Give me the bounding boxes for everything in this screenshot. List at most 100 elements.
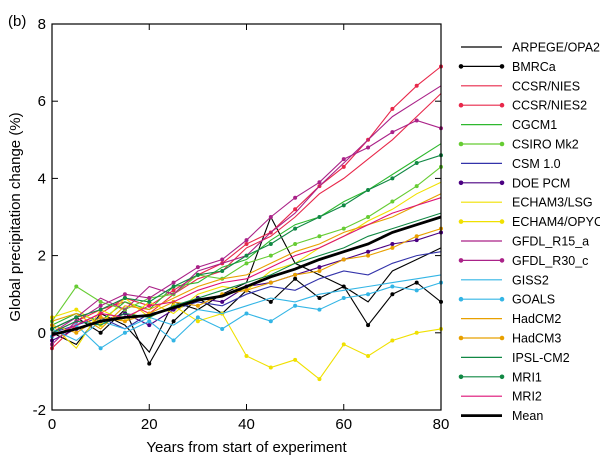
series-point <box>390 130 395 135</box>
series-point <box>341 203 346 208</box>
series-point <box>414 83 419 88</box>
y-tick-label: 6 <box>38 93 46 110</box>
series-point <box>74 284 79 289</box>
legend-label: ARPEGE/OPA2 <box>512 41 600 55</box>
series-point <box>414 234 419 239</box>
legend-label: CGCM1 <box>512 118 557 132</box>
legend-label: GOALS <box>512 293 555 307</box>
y-axis: -2 0 2 4 6 8 <box>33 16 441 419</box>
legend-label: HadCM2 <box>512 312 561 326</box>
y-tick-label: 0 <box>38 325 46 342</box>
series-line-9 <box>51 297 442 380</box>
legend-label: CSM 1.0 <box>512 157 561 171</box>
series-point <box>390 176 395 181</box>
series-point <box>293 242 298 247</box>
y-axis-title: Global precipitation change (%) <box>7 112 24 321</box>
series-point <box>195 303 200 308</box>
legend-label: ECHAM3/LSG <box>512 196 593 210</box>
series-line-10 <box>51 85 442 334</box>
series-point <box>147 323 152 328</box>
legend-marker <box>458 374 464 380</box>
x-tick-label: 60 <box>335 416 352 433</box>
legend-label: GFDL_R15_a <box>512 235 589 249</box>
series-point <box>317 180 322 185</box>
series-point <box>293 303 298 308</box>
legend-label: IPSL-CM2 <box>512 351 570 365</box>
panel-label: (b) <box>8 13 26 30</box>
legend-marker <box>458 296 464 302</box>
series-point <box>317 265 322 270</box>
x-tick-label: 0 <box>48 416 56 433</box>
series-point <box>341 157 346 162</box>
series-point <box>293 276 298 281</box>
legend-label: GISS2 <box>512 273 549 287</box>
series-point <box>366 253 371 258</box>
legend-label: CCSR/NIES2 <box>512 99 587 113</box>
series-point <box>244 261 249 266</box>
series-point <box>317 215 322 219</box>
legend-marker <box>458 64 464 69</box>
series-point <box>244 238 249 243</box>
legend-marker <box>499 180 505 186</box>
series-point <box>98 315 103 320</box>
legend-marker <box>499 374 505 380</box>
series-point <box>414 184 419 189</box>
series-point <box>390 284 395 289</box>
series-point <box>341 164 346 169</box>
series-point <box>98 307 103 312</box>
series-line-11 <box>51 119 442 345</box>
legend-label: BMRCa <box>512 60 556 74</box>
series-point <box>414 160 419 165</box>
series-point <box>122 330 127 335</box>
series-point <box>147 296 152 301</box>
series-point <box>366 215 371 219</box>
series-point <box>220 326 225 331</box>
series-point <box>171 284 176 289</box>
plot-frame <box>51 23 442 411</box>
series-point <box>244 311 249 316</box>
series-point <box>341 257 346 262</box>
legend-marker <box>499 335 505 341</box>
series-line-12 <box>51 274 442 342</box>
series-point <box>341 296 346 301</box>
series-point <box>390 199 395 204</box>
series-point <box>244 288 249 293</box>
series-line-mean <box>51 215 442 337</box>
series-point <box>366 249 371 254</box>
series-point <box>195 272 200 277</box>
series-point <box>98 346 103 351</box>
series-point <box>414 238 419 243</box>
series-point <box>171 288 176 293</box>
series-point <box>220 269 225 274</box>
legend-marker <box>458 141 464 147</box>
series-point <box>317 234 322 239</box>
series-point <box>122 292 127 297</box>
legend-marker <box>499 141 505 147</box>
series-point <box>268 319 273 324</box>
series-point <box>74 330 79 335</box>
series-point <box>268 253 273 258</box>
series-point <box>268 242 273 247</box>
series-point <box>220 257 225 262</box>
x-tick-label: 40 <box>238 416 255 433</box>
series-point <box>390 292 395 297</box>
series-point <box>414 288 419 293</box>
series-point <box>98 299 103 304</box>
series-point <box>122 296 127 301</box>
series-point <box>293 207 298 212</box>
y-tick-label: 4 <box>38 170 46 187</box>
legend-label: CSIRO Mk2 <box>512 138 579 152</box>
series-point <box>414 330 419 335</box>
series-point <box>147 319 152 324</box>
legend-marker <box>499 296 505 302</box>
legend-label: MRI2 <box>512 390 542 404</box>
x-tick-label: 20 <box>141 416 158 433</box>
series-point <box>366 145 371 150</box>
y-tick-label: 2 <box>38 248 46 265</box>
legend-marker <box>499 258 505 263</box>
series-point <box>390 106 395 111</box>
series-point <box>366 353 371 358</box>
series-point <box>341 342 346 347</box>
series-point <box>195 265 200 270</box>
series-point <box>317 296 322 301</box>
